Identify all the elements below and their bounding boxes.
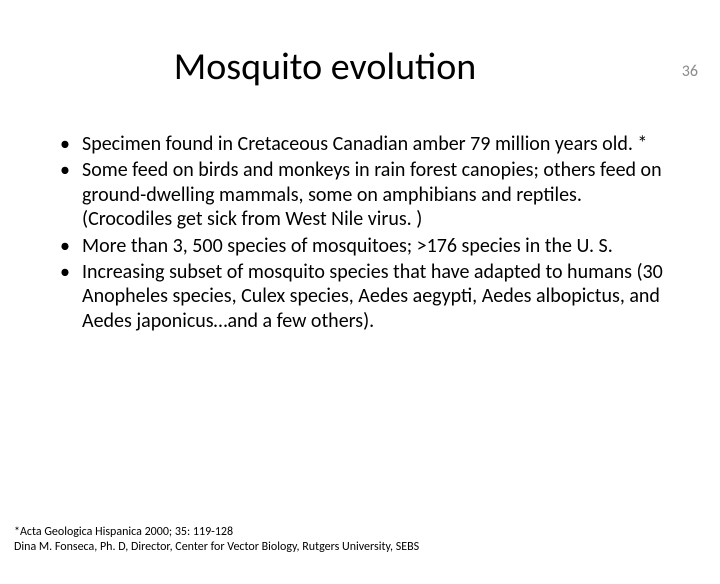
footnote: *Acta Geologica Hispanica 2000; 35: 119-… (14, 525, 419, 556)
page-number: 36 (682, 62, 698, 81)
bullet-list: Specimen found in Cretaceous Canadian am… (0, 132, 720, 333)
bullet-item: Increasing subset of mosquito species th… (60, 260, 670, 333)
footnote-line-1: *Acta Geologica Hispanica 2000; 35: 119-… (14, 525, 419, 541)
footnote-line-2: Dina M. Fonseca, Ph. D, Director, Center… (14, 540, 419, 556)
bullet-item: Specimen found in Cretaceous Canadian am… (60, 132, 670, 156)
bullet-item: Some feed on birds and monkeys in rain f… (60, 158, 670, 231)
bullet-item: More than 3, 500 species of mosquitoes; … (60, 234, 670, 258)
slide-title: Mosquito evolution (0, 44, 720, 90)
